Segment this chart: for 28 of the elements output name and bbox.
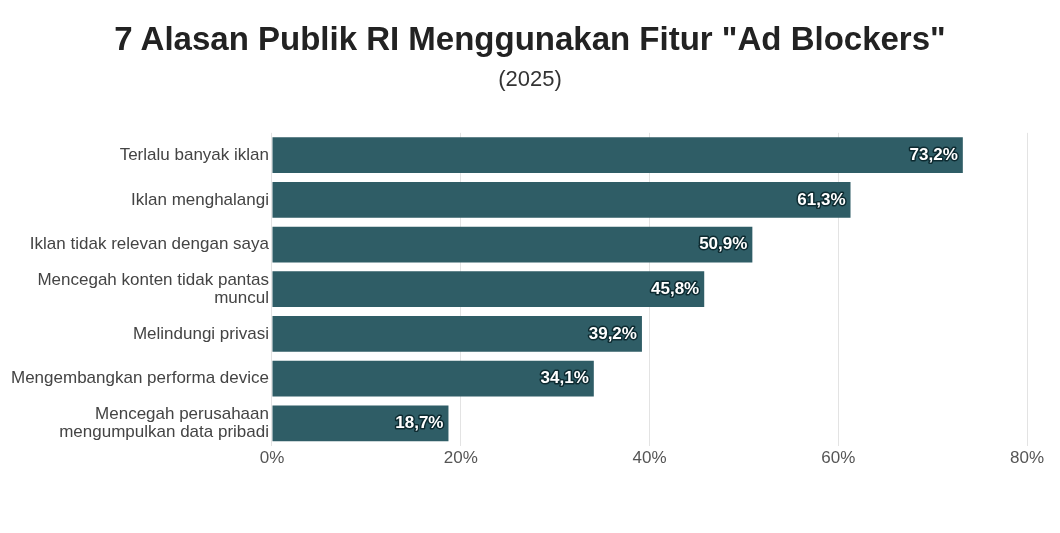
bar [272, 182, 851, 218]
bar [272, 226, 753, 263]
data-label: 39,2% [588, 323, 637, 343]
y-tick-label: Terlalu banyak iklan [119, 144, 269, 164]
y-tick-label: Iklan tidak relevan dengan saya [29, 234, 270, 254]
data-label: 61,3% [797, 189, 846, 209]
bar [272, 271, 705, 308]
data-label: 18,7% [395, 412, 444, 432]
data-label: 50,9% [699, 234, 748, 254]
chart-subtitle: (2025) [497, 66, 563, 92]
data-label: 73,2% [909, 144, 958, 164]
bar [272, 405, 449, 442]
x-tick-label: 20% [443, 448, 478, 468]
bar [272, 316, 642, 352]
y-tick-label: Iklan menghalangi [131, 189, 269, 209]
bar [272, 137, 963, 174]
y-tick-label: Mengembangkan performa device [11, 368, 269, 388]
data-label: 45,8% [651, 278, 700, 298]
chart-title: 7 Alasan Publik RI Menggunakan Fitur "Ad Blockers" [113, 19, 947, 58]
x-tick-label: 40% [632, 448, 667, 468]
x-tick-label: 60% [821, 448, 856, 468]
x-tick-label: 0% [259, 448, 285, 468]
bar [272, 360, 594, 397]
y-tick-label: Mencegah perusahaan mengumpulkan data pribadi [59, 404, 269, 441]
y-tick-label: Mencegah konten tidak pantas muncul [37, 269, 269, 307]
y-tick-label: Melindungi privasi [132, 323, 269, 343]
x-tick-label: 80% [1009, 448, 1045, 468]
data-label: 34,1% [540, 368, 589, 388]
